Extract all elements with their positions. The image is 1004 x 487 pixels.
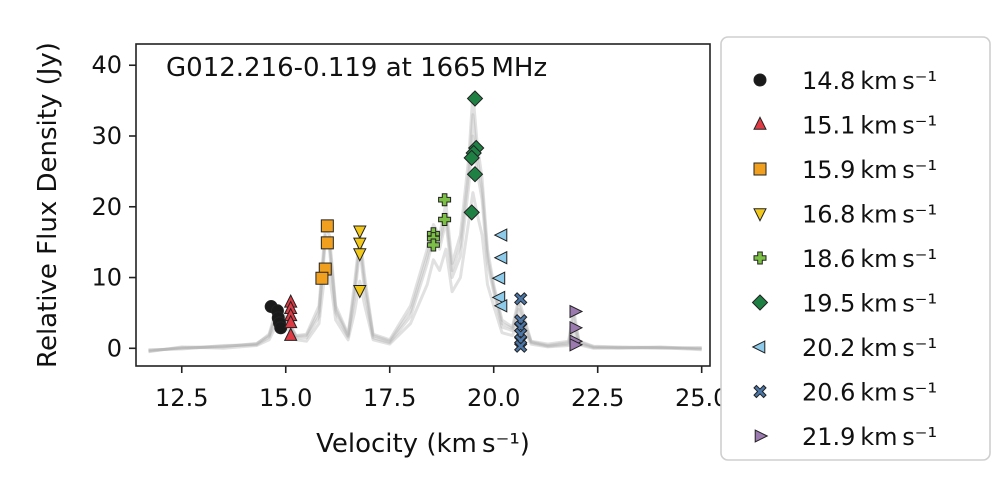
legend-label: 20.2 km s⁻¹ [802,334,937,362]
x-tick-label: 22.5 [571,384,624,412]
point-s5-5 [426,238,440,252]
legend-label: 18.6 km s⁻¹ [802,245,937,273]
point-s4-2 [352,237,367,252]
point-s7-1 [493,228,508,242]
point-s4-4 [352,285,367,299]
legend-marker [751,294,769,311]
point-s6-6 [463,204,480,221]
legend-label: 21.9 km s⁻¹ [802,423,937,451]
legend-label: 15.9 km s⁻¹ [802,156,937,184]
y-axis-ticks: 0 10 20 30 40 [91,51,136,362]
legend-label: 14.8 km s⁻¹ [802,67,937,95]
y-tick-label: 20 [91,193,122,221]
point-s6-4 [463,149,480,167]
spectrum-line-4 [148,191,702,354]
legend-label: 15.1 km s⁻¹ [802,112,937,140]
legend-entry: 21.9 km s⁻¹ [754,423,937,451]
legend: 14.8 km s⁻¹ 15.1 km s⁻¹ 15.9 km s⁻¹ 16.8 km… [720,36,991,461]
point-s8-6 [513,339,528,353]
legend-marker [751,340,766,354]
point-s9-2 [569,320,584,335]
point-s5-2 [438,213,452,226]
legend-entry: 15.9 km s⁻¹ [753,156,937,184]
point-s8-1 [513,292,528,306]
point-s4-1 [352,225,367,240]
point-s7-5 [493,298,508,313]
point-s7-4 [491,290,506,305]
point-s4-3 [352,248,367,262]
chart-title: G012.216-0.119 at 1665 MHz [166,53,547,83]
legend-marker [753,162,767,176]
y-tick-label: 10 [91,264,122,292]
x-tick-label: 20.0 [467,384,520,412]
point-s6-1 [466,90,484,107]
point-s3-2 [320,236,334,250]
plot-area [135,43,711,367]
x-tick-label: 25.0 [675,384,728,412]
y-axis-label: Relative Flux Density (Jy) [33,42,63,368]
y-tick-label: 0 [107,334,122,362]
legend-label: 20.6 km s⁻¹ [802,379,937,407]
point-s2-5 [283,327,298,341]
x-tick-label: 12.5 [155,384,208,412]
legend-entry: 18.6 km s⁻¹ [753,245,937,273]
legend-label: 19.5 km s⁻¹ [802,290,937,318]
point-s6-5 [466,165,484,183]
legend-entries: 14.8 km s⁻¹ 15.1 km s⁻¹ 15.9 km s⁻¹ 16.8 km… [751,67,937,451]
legend-marker [754,429,769,443]
x-axis-label: Velocity (km s⁻¹) [316,429,530,459]
legend-marker [753,384,767,399]
legend-label: 16.8 km s⁻¹ [802,201,937,229]
legend-marker [753,251,767,265]
y-tick-label: 30 [91,122,122,150]
legend-frame [720,36,991,461]
maser-spots [264,90,584,353]
legend-entry: 16.8 km s⁻¹ [753,201,937,229]
x-tick-label: 15.0 [259,384,312,412]
legend-entry: 14.8 km s⁻¹ [753,67,937,95]
point-s9-1 [569,304,584,319]
legend-marker [753,208,767,222]
legend-marker [753,73,767,87]
point-s3-1 [320,219,334,233]
point-s5-1 [438,193,452,207]
x-tick-label: 17.5 [363,384,416,412]
legend-entry: 20.2 km s⁻¹ [751,334,937,362]
legend-entry: 20.6 km s⁻¹ [753,379,937,407]
legend-entry: 15.1 km s⁻¹ [753,112,937,140]
x-axis-ticks: 12.5 15.0 17.5 20.0 22.5 25.0 [155,366,728,412]
point-s7-3 [491,271,506,286]
y-tick-label: 40 [91,51,122,79]
point-s9-4 [569,337,584,352]
legend-marker [753,116,767,130]
legend-entry: 19.5 km s⁻¹ [751,290,937,318]
point-s3-4 [315,271,329,285]
axes-frame [135,43,711,367]
point-s7-2 [493,250,508,265]
